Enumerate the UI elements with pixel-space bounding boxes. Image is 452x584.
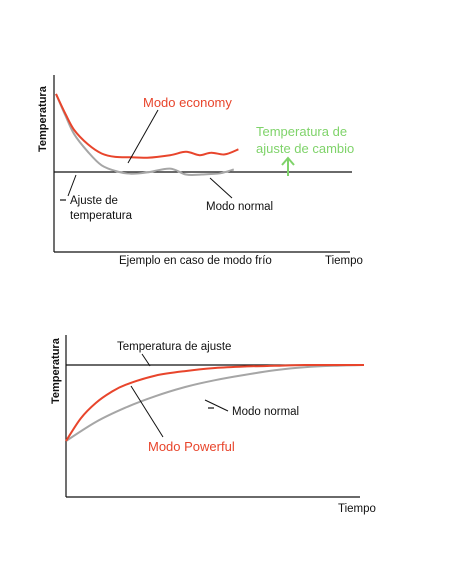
series-line-modo-normal bbox=[55, 93, 235, 176]
x-axis-label: Tiempo bbox=[338, 503, 376, 515]
leader-setpoint bbox=[67, 174, 77, 197]
chart-powerful: Temperatura Temperatura de ajuste Modo n… bbox=[50, 335, 376, 515]
series-label-modo-normal-top: Modo normal bbox=[206, 201, 273, 213]
chart-economy: Temperatura Modo economy Temperatura de … bbox=[37, 75, 363, 267]
switch-label-line1: Temperatura de bbox=[256, 124, 347, 139]
series-line-modo-economy bbox=[55, 93, 239, 159]
chart-caption: Ejemplo en caso de modo frío bbox=[119, 255, 272, 267]
x-axis-label: Tiempo bbox=[325, 255, 363, 267]
series-label-modo-powerful: Modo Powerful bbox=[148, 439, 235, 454]
setpoint-label: Temperatura de ajuste bbox=[117, 341, 231, 353]
leader-powerful bbox=[130, 385, 164, 438]
setpoint-label-line1: Ajuste de bbox=[70, 195, 118, 207]
setpoint-label-line2: temperatura bbox=[70, 210, 133, 222]
leader-normal-top bbox=[209, 177, 233, 199]
y-axis-label: Temperatura bbox=[37, 85, 49, 152]
leader-economy bbox=[127, 109, 159, 164]
switch-label-line2: ajuste de cambio bbox=[256, 141, 354, 156]
leader-setpoint bbox=[141, 353, 151, 367]
series-line-modo-powerful bbox=[65, 363, 364, 442]
leader-normal-bottom bbox=[204, 399, 229, 412]
series-label-modo-economy: Modo economy bbox=[143, 95, 232, 110]
series-label-modo-normal-bottom: Modo normal bbox=[232, 406, 299, 418]
series-line-modo-normal bbox=[65, 364, 365, 442]
up-arrow-icon bbox=[281, 156, 295, 176]
y-axis-label: Temperatura bbox=[50, 337, 62, 404]
